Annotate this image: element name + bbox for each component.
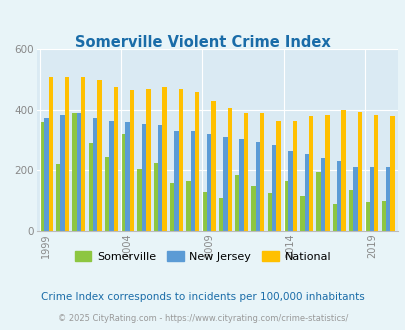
Bar <box>60 115 65 231</box>
Bar <box>348 190 352 231</box>
Bar <box>373 115 377 231</box>
Bar <box>288 151 292 231</box>
Bar <box>44 117 48 231</box>
Bar <box>276 120 280 231</box>
Bar <box>239 139 243 231</box>
Legend: Somerville, New Jersey, National: Somerville, New Jersey, National <box>70 247 335 267</box>
Bar <box>211 101 215 231</box>
Bar <box>336 161 341 231</box>
Bar <box>88 143 93 231</box>
Bar <box>332 204 336 231</box>
Bar <box>320 158 324 231</box>
Bar <box>234 175 239 231</box>
Bar <box>260 113 264 231</box>
Bar <box>125 122 130 231</box>
Bar <box>357 112 361 231</box>
Bar <box>97 80 102 231</box>
Bar <box>385 167 389 231</box>
Bar <box>207 134 211 231</box>
Bar <box>364 202 369 231</box>
Bar <box>227 109 231 231</box>
Bar <box>299 196 304 231</box>
Bar <box>194 92 199 231</box>
Bar <box>243 113 247 231</box>
Bar <box>40 122 44 231</box>
Bar <box>153 163 158 231</box>
Bar <box>65 77 69 231</box>
Bar <box>174 131 178 231</box>
Bar <box>304 154 308 231</box>
Bar <box>190 131 194 231</box>
Bar <box>121 134 125 231</box>
Bar <box>381 201 385 231</box>
Bar <box>352 167 357 231</box>
Bar <box>158 125 162 231</box>
Bar <box>389 116 394 231</box>
Bar <box>218 198 223 231</box>
Bar <box>162 87 166 231</box>
Bar <box>130 90 134 231</box>
Bar <box>223 137 227 231</box>
Text: Crime Index corresponds to incidents per 100,000 inhabitants: Crime Index corresponds to incidents per… <box>41 292 364 302</box>
Bar <box>292 120 296 231</box>
Bar <box>271 145 276 231</box>
Bar <box>93 117 97 231</box>
Bar <box>255 142 260 231</box>
Bar <box>72 113 77 231</box>
Bar <box>341 110 345 231</box>
Bar <box>267 193 271 231</box>
Bar <box>251 185 255 231</box>
Bar <box>113 87 118 231</box>
Bar <box>104 157 109 231</box>
Bar <box>109 120 113 231</box>
Bar <box>324 115 329 231</box>
Bar <box>178 89 183 231</box>
Bar <box>202 192 207 231</box>
Text: Somerville Violent Crime Index: Somerville Violent Crime Index <box>75 35 330 50</box>
Bar <box>146 89 150 231</box>
Bar <box>77 113 81 231</box>
Bar <box>170 182 174 231</box>
Bar <box>141 124 146 231</box>
Bar <box>48 77 53 231</box>
Bar <box>308 116 313 231</box>
Bar <box>81 77 85 231</box>
Bar <box>315 172 320 231</box>
Bar <box>186 181 190 231</box>
Bar <box>369 167 373 231</box>
Bar <box>137 169 141 231</box>
Bar <box>283 181 288 231</box>
Bar <box>56 164 60 231</box>
Text: © 2025 CityRating.com - https://www.cityrating.com/crime-statistics/: © 2025 CityRating.com - https://www.city… <box>58 314 347 323</box>
